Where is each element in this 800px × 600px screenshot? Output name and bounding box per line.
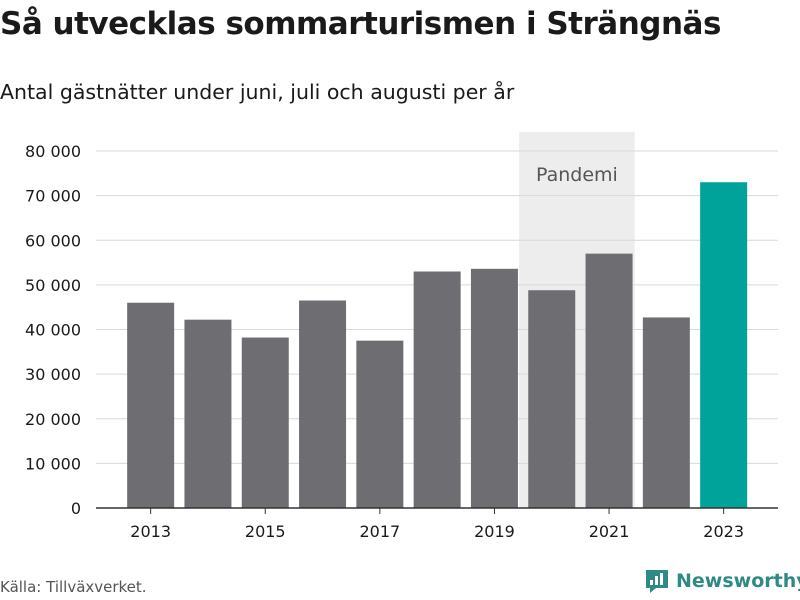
y-tick-label: 80 000 (25, 142, 81, 161)
y-tick-label: 30 000 (25, 365, 81, 384)
y-tick-label: 0 (71, 499, 81, 518)
x-tick-label: 2019 (474, 522, 515, 541)
bar-2020 (528, 290, 576, 508)
y-tick-label: 20 000 (25, 410, 81, 429)
x-tick-label: 2013 (130, 522, 171, 541)
chart-title: Så utvecklas sommarturismen i Strängnäs (0, 6, 721, 42)
y-tick-label: 70 000 (25, 187, 81, 206)
bar-2013 (127, 302, 175, 508)
bar-2019 (470, 268, 518, 508)
x-tick-label: 2023 (703, 522, 744, 541)
bar-2016 (299, 300, 347, 508)
bar-2023 (700, 182, 748, 509)
x-tick-label: 2021 (589, 522, 630, 541)
bar-2015 (241, 337, 289, 508)
x-tick-label: 2017 (359, 522, 400, 541)
y-tick-label: 50 000 (25, 276, 81, 295)
x-tick-label: 2015 (245, 522, 286, 541)
newsworthy-logo-icon (646, 570, 668, 593)
source-note: Källa: Tillväxverket. (0, 578, 147, 596)
bar-2014 (184, 319, 232, 508)
bar-2018 (413, 271, 461, 508)
y-tick-label: 40 000 (25, 321, 81, 340)
bar-2022 (642, 317, 690, 508)
axes: 2013 2015 2017 2019 2021 2023 (96, 507, 778, 541)
brand-logo: Newsworthy (644, 568, 800, 594)
brand-name: Newsworthy (676, 570, 800, 592)
y-tick-label: 60 000 (25, 231, 81, 250)
bars (127, 182, 748, 509)
bar-2017 (356, 340, 404, 508)
chart-subtitle: Antal gästnätter under juni, juli och au… (0, 80, 515, 104)
y-tick-label: 10 000 (25, 454, 81, 473)
pandemic-label: Pandemi (536, 164, 618, 186)
bar-2021 (585, 253, 633, 508)
